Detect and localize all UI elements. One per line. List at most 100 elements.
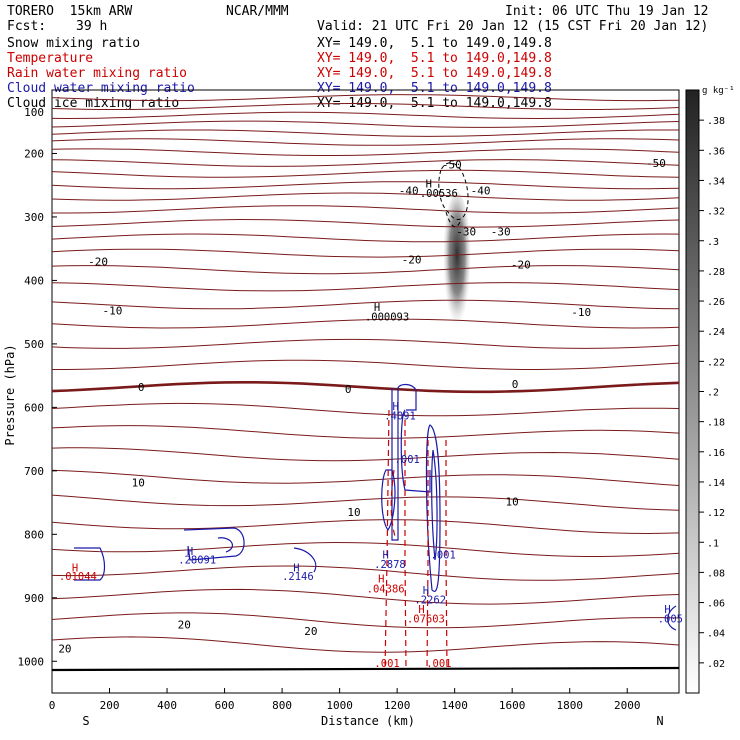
extremum-label: .005 [658, 614, 683, 626]
temperature-label: 20 [304, 625, 317, 638]
extremum-label: H [418, 604, 424, 616]
isotherm [51, 402, 680, 417]
colorbar-tick-label: .14 [707, 478, 725, 489]
y-tick-label: 900 [24, 592, 44, 605]
cloud-water-contour [293, 547, 317, 573]
field-xy-temperature: XY= 149.0, 5.1 to 149.0,149.8 [317, 51, 552, 66]
extremum-label: H [393, 401, 399, 413]
rain-water-contour [384, 409, 390, 671]
x-tick-label: 600 [215, 699, 235, 712]
isotherm [51, 148, 680, 156]
extremum-label: H [374, 302, 380, 314]
cloud-water-contours [74, 383, 677, 631]
extremum-label: .00536 [420, 188, 458, 200]
isotherm [51, 588, 680, 605]
isotherm [51, 612, 680, 629]
cloud-water-contour [667, 605, 677, 631]
cloud-water-contour [425, 424, 441, 592]
isotherm [51, 94, 680, 102]
extremum-label: .4091 [384, 411, 416, 423]
forecast-hour: 39 h [76, 19, 108, 34]
rain-water-contour [426, 440, 429, 671]
isotherm [51, 218, 680, 228]
isotherm [51, 129, 679, 137]
colorbar-tick-label: .36 [707, 146, 725, 157]
y-tick-label: 700 [24, 465, 44, 478]
field-xy-snow: XY= 149.0, 5.1 to 149.0,149.8 [317, 36, 552, 51]
isotherm [51, 565, 680, 581]
temperature-label: -40 [399, 184, 419, 197]
isotherm [51, 181, 680, 190]
rain-water-contours [384, 409, 448, 671]
x-tick-label: 1800 [556, 699, 583, 712]
temperature-label: -50 [442, 158, 462, 171]
rain-water-contour [390, 469, 397, 541]
field-name-cloud-water: Cloud water mixing ratio [7, 81, 195, 96]
isotherm [51, 248, 680, 258]
plot-area: H.00536H.000093H.4091.001H.28091H.01044H… [51, 89, 683, 694]
temperature-label: -10 [102, 304, 122, 317]
colorbar-tick-label: .18 [707, 418, 725, 429]
extremum-label: H [426, 178, 432, 190]
extremum-label: H [382, 550, 388, 562]
extremum-label: .04386 [367, 583, 405, 595]
cloud-water-contour [74, 547, 106, 581]
cloud-ice-contour-inner [445, 211, 461, 228]
field-name-snow: Snow mixing ratio [7, 36, 141, 51]
x-tick-label: 2000 [614, 699, 641, 712]
valid-time: Valid: 21 UTC Fri 20 Jan 12 (15 CST Fri … [317, 19, 709, 34]
extremum-label: .2262 [414, 595, 446, 607]
model-title: TORERO 15km ARW [7, 4, 133, 19]
isotherm [51, 469, 680, 486]
colorbar-tick-label: .3 [707, 237, 719, 248]
cloud-ice-contour-outer [438, 162, 469, 220]
extremum-label: .001 [426, 658, 451, 670]
axes: 0 200 400 600 800 1000 1200 1400 1600 1800 2000200… [3, 106, 664, 728]
temperature-label: -40 [471, 184, 491, 197]
y-tick-label: 800 [24, 528, 44, 541]
x-tick-label: 1000 [326, 699, 353, 712]
rain-water-contour [445, 440, 448, 671]
y-tick-label-top: 100 [24, 106, 44, 119]
colorbar-tick-label: .08 [707, 568, 725, 579]
colorbar-ticks: .02 .04 .06 .08 .1 .12 .14 .16 .18 .2 .22 .24 .26 .28… [699, 116, 725, 670]
temperature-label: 10 [347, 506, 360, 519]
isotherm [52, 359, 680, 370]
colorbar-tick-label: .2 [707, 388, 719, 399]
cloud-ice-contours [438, 162, 469, 228]
colorbar-tick-label: .26 [707, 297, 725, 308]
colorbar-tick-label: .12 [707, 508, 725, 519]
temperature-label: -30 [491, 226, 511, 239]
isotherm [51, 265, 680, 275]
colorbar-tick-label: .06 [707, 599, 725, 610]
extremum-label: .001 [374, 658, 399, 670]
field-name-temperature: Temperature [7, 51, 94, 66]
extremum-label: .07603 [407, 614, 445, 626]
isotherm [51, 192, 680, 201]
isotherm [51, 138, 680, 146]
extremum-label: .001 [395, 454, 420, 466]
extremum-label: H [664, 604, 670, 616]
temperature-label: -30 [456, 226, 476, 239]
isotherm [51, 447, 680, 462]
isotherm [51, 636, 680, 653]
colorbar: g kg⁻¹ .02 .04 .06 .08 .1 .12 .14 .16 .18 .2 .22 .2… [685, 86, 735, 694]
x-tick-label: 800 [272, 699, 292, 712]
init-time: Init: 06 UTC Thu 19 Jan 12 [505, 4, 709, 19]
temperature-label: -20 [402, 253, 422, 266]
extremum-label: H [293, 562, 299, 574]
forecast-label: Fcst: [7, 19, 47, 34]
extremum-label: .000093 [365, 312, 409, 324]
colorbar-tick-label: .02 [707, 659, 725, 670]
extremum-label: .001 [431, 550, 456, 562]
colorbar-tick-label: .22 [707, 357, 725, 368]
colorbar-tick-label: .04 [707, 629, 725, 640]
field-xy-cloud-water: XY= 149.0, 5.1 to 149.0,149.8 [317, 81, 552, 96]
snow-mixing-ratio-plume [443, 192, 471, 332]
y-tick-label: 300 [24, 211, 44, 224]
rain-water-contour [404, 420, 407, 671]
north-label: N [656, 714, 663, 728]
y-tick-label: 400 [24, 274, 44, 287]
temperature-label: 0 [138, 381, 145, 394]
x-axis-label: Distance (km) [321, 714, 415, 728]
